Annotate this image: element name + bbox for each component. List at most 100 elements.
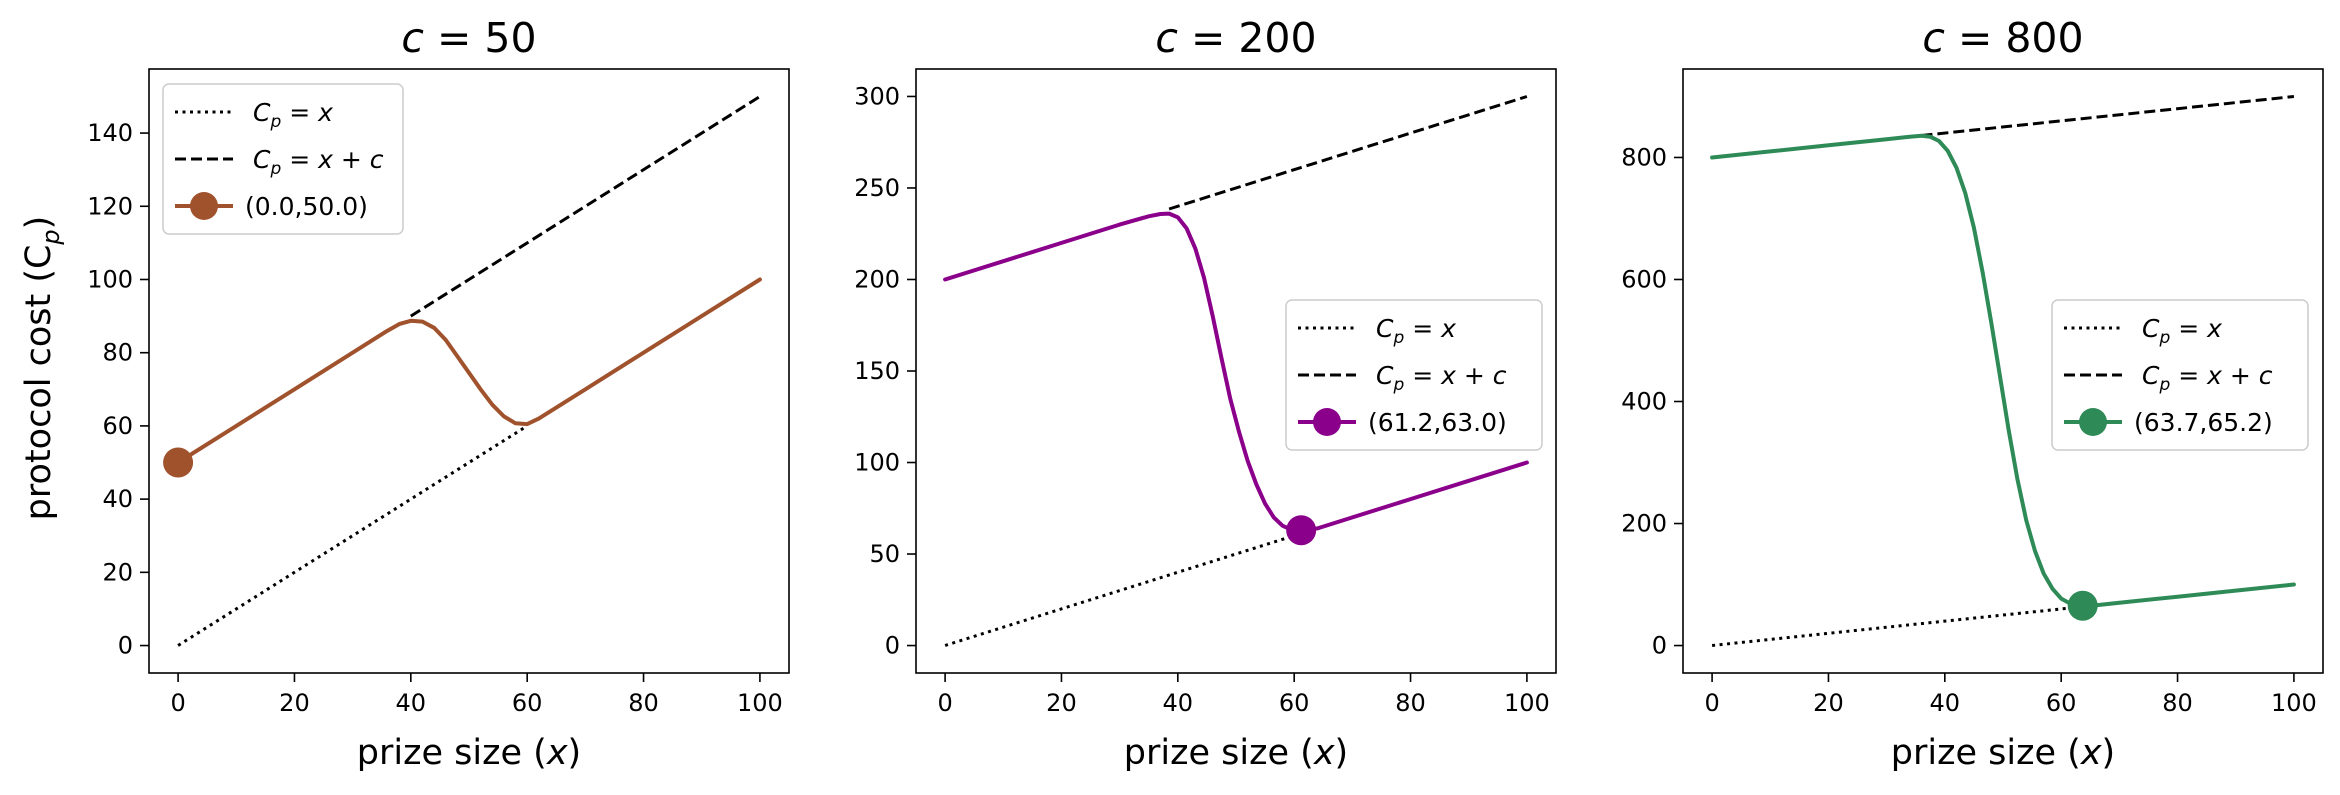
x-axis-label: prize size (x) <box>1891 733 2115 773</box>
y-tick-label: 40 <box>102 485 133 513</box>
panel-c-800: 0 20 40 60 80 100 0 200 400 600 800 c = 800 prize si… <box>1621 14 2324 773</box>
legend-plus: + <box>1456 361 1493 390</box>
x-tick-label: 40 <box>1930 689 1961 717</box>
y-tick-label: 140 <box>87 119 133 147</box>
legend-box <box>2051 299 2309 451</box>
legend-x: x <box>2206 361 2222 390</box>
legend-cp-sub: p <box>2158 328 2170 348</box>
title-value: = 200 <box>1178 14 1317 62</box>
legend-cp-sub: p <box>269 112 281 132</box>
legend-eq: = <box>1404 361 1441 390</box>
legend-box <box>162 83 404 235</box>
legend-cp-sub: p <box>2158 375 2170 395</box>
y-tick-label: 0 <box>1652 632 1667 660</box>
x-tick-label: 40 <box>1163 689 1194 717</box>
x-tick-label: 0 <box>1704 689 1719 717</box>
panel-c-50: 0 20 40 60 80 100 0 20 40 60 80 100 120 140 c = 50 priz… <box>87 14 790 773</box>
y-tick-label: 100 <box>854 449 900 477</box>
legend: Cp = xCp = x + c(0.0,50.0) <box>162 83 404 235</box>
panel-c-200: 0 20 40 60 80 100 0 50 100 150 200 250 300 c = 200 pri… <box>854 14 1557 773</box>
highlight-point-marker <box>1286 515 1317 546</box>
y-tick-label: 150 <box>854 357 900 385</box>
y-tick-label: 80 <box>102 339 133 367</box>
x-axis-label: prize size (x) <box>1124 733 1348 773</box>
legend-x: x <box>317 145 333 174</box>
y-tick-label: 100 <box>87 265 133 293</box>
series-dashed-line <box>1921 95 2295 137</box>
series-dotted-line <box>177 424 528 647</box>
legend-label-cp-x: Cp = x <box>1376 314 1456 348</box>
title-variable: c <box>1155 14 1178 62</box>
x-axis-label: prize size (x) <box>357 733 581 773</box>
plot-frame <box>148 68 790 674</box>
legend-c: c <box>2259 361 2273 390</box>
highlight-point-marker <box>2067 590 2098 621</box>
legend-label-cp-x: Cp = x <box>253 98 333 132</box>
legend-cp: C <box>2142 361 2160 390</box>
x-axis-label-text: prize size ( <box>1124 733 1314 773</box>
legend-label-cp-x-plus-c: Cp = x + c <box>253 145 384 179</box>
title-variable: c <box>401 14 424 62</box>
legend-eq: = <box>2170 314 2207 343</box>
legend-cp: C <box>253 145 271 174</box>
legend-c: c <box>1493 361 1507 390</box>
x-tick-label: 60 <box>512 689 543 717</box>
legend-label-cp-x: Cp = x <box>2142 314 2222 348</box>
x-tick-label: 60 <box>2046 689 2077 717</box>
x-tick-label: 60 <box>1279 689 1310 717</box>
y-tick-label: 60 <box>102 412 133 440</box>
x-tick-label: 100 <box>1504 689 1550 717</box>
series-dashed-line <box>1168 95 1528 211</box>
x-tick-label: 0 <box>937 689 952 717</box>
x-tick-label: 100 <box>737 689 783 717</box>
legend-label-cp-x-plus-c: Cp = x + c <box>2142 361 2273 395</box>
legend-cp: C <box>1376 361 1394 390</box>
y-axis-label: protocol cost (Cp) <box>19 216 65 521</box>
legend-box <box>1285 299 1543 451</box>
legend-x: x <box>2206 314 2222 343</box>
highlight-point-marker <box>163 447 194 478</box>
panel-title: c = 800 <box>1922 14 2083 62</box>
x-axis-label-close: ) <box>568 733 582 773</box>
y-tick-label: 250 <box>854 174 900 202</box>
legend-x: x <box>1440 314 1456 343</box>
plot-frame <box>1682 68 2324 674</box>
y-tick-label: 0 <box>885 632 900 660</box>
x-axis-label-var: x <box>2080 733 2102 773</box>
legend-x: x <box>1440 361 1456 390</box>
x-axis-label-text: prize size ( <box>357 733 547 773</box>
x-tick-label: 20 <box>1046 689 1077 717</box>
panel-title: c = 200 <box>1155 14 1316 62</box>
y-tick-label: 50 <box>869 540 900 568</box>
panel-title: c = 50 <box>401 14 536 62</box>
y-tick-label: 0 <box>118 632 133 660</box>
legend-cp-sub: p <box>1392 328 1404 348</box>
y-tick-label: 300 <box>854 82 900 110</box>
legend-plus: + <box>333 145 370 174</box>
title-variable: c <box>1922 14 1945 62</box>
x-tick-label: 0 <box>170 689 185 717</box>
title-value: = 50 <box>424 14 537 62</box>
series-dotted-line <box>944 532 1302 647</box>
legend-x: x <box>317 98 333 127</box>
y-tick-label: 400 <box>1621 388 1667 416</box>
x-tick-label: 80 <box>628 689 659 717</box>
legend-marker <box>190 192 218 220</box>
x-axis-label-close: ) <box>2102 733 2116 773</box>
series-solid-line <box>176 277 762 465</box>
x-tick-label: 20 <box>1813 689 1844 717</box>
x-tick-label: 100 <box>2271 689 2317 717</box>
y-tick-label: 200 <box>1621 510 1667 538</box>
legend-cp: C <box>1376 314 1394 343</box>
x-tick-label: 80 <box>1395 689 1426 717</box>
legend-c: c <box>370 145 384 174</box>
x-axis-label-var: x <box>1313 733 1335 773</box>
x-axis-label-text: prize size ( <box>1891 733 2081 773</box>
legend-label-point: (61.2,63.0) <box>1368 408 1507 437</box>
legend-cp: C <box>253 98 271 127</box>
legend-eq: = <box>281 98 318 127</box>
legend-label-point: (0.0,50.0) <box>245 192 368 221</box>
legend-cp: C <box>2142 314 2160 343</box>
y-tick-label: 120 <box>87 192 133 220</box>
